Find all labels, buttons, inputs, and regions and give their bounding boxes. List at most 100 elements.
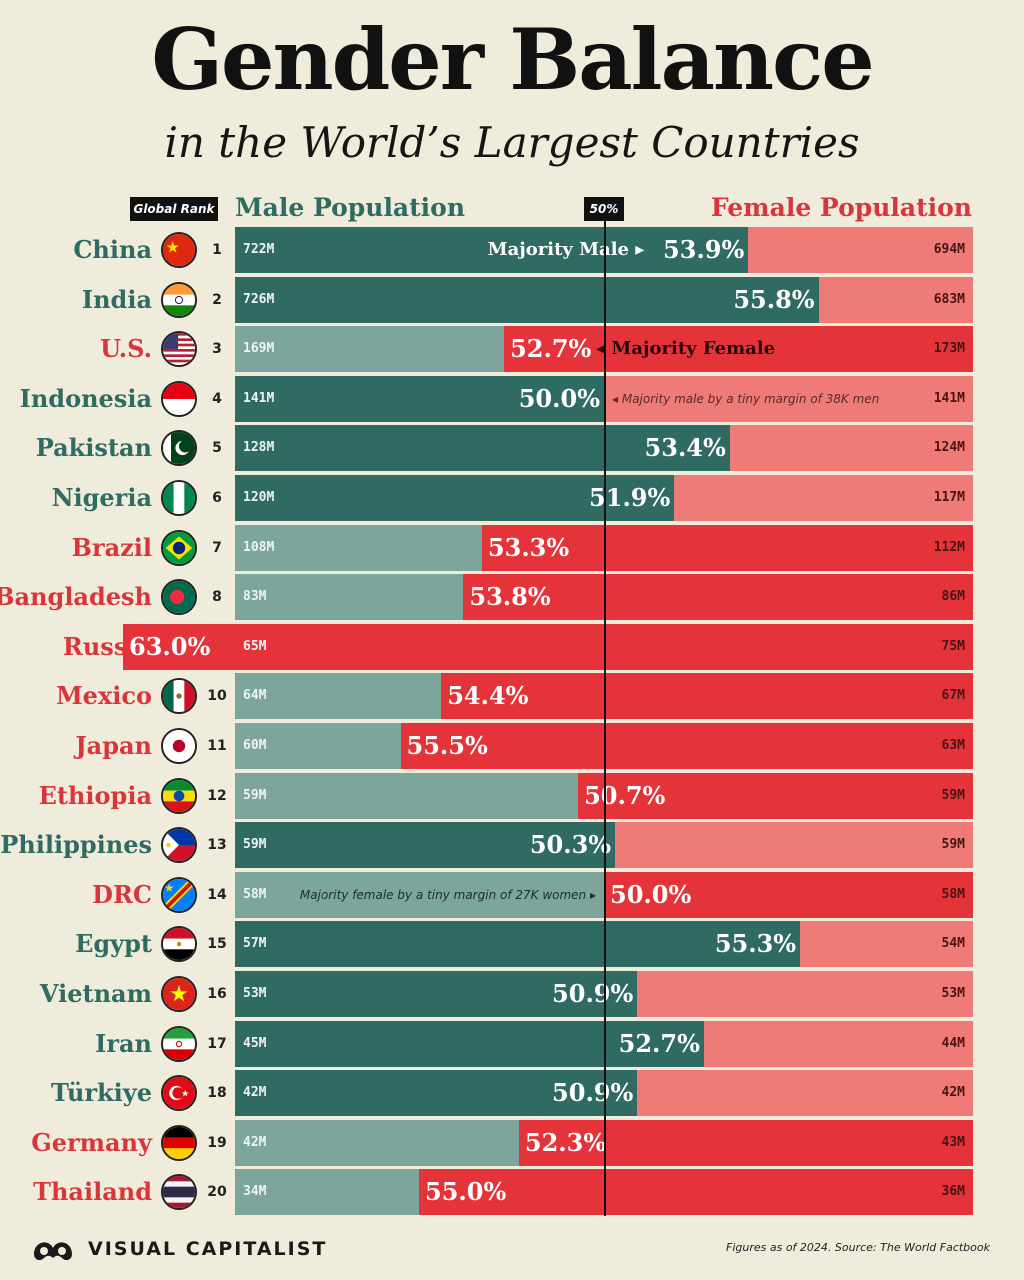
male-bar xyxy=(235,673,442,720)
majority-percentage: 52.3% xyxy=(524,1127,607,1157)
chart-row-3: U.S. 3 169M 173M 52.7% ◂ Majority Female xyxy=(0,326,1024,373)
country-name: Germany xyxy=(31,1127,152,1157)
majority-percentage: 51.9% xyxy=(589,483,671,512)
female-bar xyxy=(800,921,973,968)
chart-row-10: Mexico 10 64M 67M 54.4% xyxy=(0,673,1024,720)
majority-percentage: 55.5% xyxy=(406,731,488,760)
thailand-flag-icon xyxy=(161,1174,197,1211)
male-population-value: 169M xyxy=(243,341,275,357)
philippines-flag-icon xyxy=(161,827,197,864)
female-population-value: 117M xyxy=(933,490,965,505)
male-population-value: 60M xyxy=(243,738,267,753)
male-bar xyxy=(235,475,675,521)
chart-row-14: DRC 14 58M 58M 50.0% Majority female by a tin… xyxy=(0,871,1024,918)
male-bar xyxy=(235,1070,638,1117)
visual-capitalist-logo-icon xyxy=(34,1242,72,1261)
male-population-value: 34M xyxy=(243,1184,267,1200)
male-population-value: 722M xyxy=(243,242,275,257)
male-population-value: 120M xyxy=(243,490,275,505)
female-bar xyxy=(441,673,973,720)
row-annotation: ◂ Majority male by a tiny margin of 38K … xyxy=(612,391,880,406)
china-flag-icon xyxy=(161,232,197,268)
female-population-value: 86M xyxy=(941,589,965,605)
female-population-value: 58M xyxy=(941,886,965,902)
indonesia-flag-icon xyxy=(161,380,197,417)
chart-row-8: Bangladesh 8 83M 86M 53.8% xyxy=(0,574,1024,621)
country-name: Pakistan xyxy=(35,433,152,463)
global-rank: 20 xyxy=(207,1184,227,1201)
global-rank-label: Global Rank xyxy=(130,197,218,221)
majority-percentage: 50.0% xyxy=(518,383,600,413)
female-bar xyxy=(518,1119,973,1166)
female-population-value: 36M xyxy=(941,1184,965,1200)
male-population-value: 59M xyxy=(243,837,267,853)
female-bar xyxy=(637,971,973,1017)
female-bar xyxy=(400,723,973,769)
female-population-value: 59M xyxy=(941,787,965,803)
majority-percentage: 55.3% xyxy=(714,929,797,959)
fifty-percent-line xyxy=(604,220,606,1216)
egypt-flag-icon xyxy=(161,926,197,963)
female-bar xyxy=(729,425,973,472)
majority-percentage: 50.9% xyxy=(552,979,634,1008)
country-name: Mexico xyxy=(56,681,152,711)
female-bar xyxy=(818,276,973,323)
page-title: Gender Balance xyxy=(151,10,874,109)
brazil-flag-icon xyxy=(161,529,197,566)
chart-row-5: Pakistan 5 128M 124M 53.4% xyxy=(0,425,1024,472)
country-name: India xyxy=(81,284,152,314)
male-bar xyxy=(235,1169,419,1216)
country-name: Thailand xyxy=(33,1177,152,1207)
male-population-value: 64M xyxy=(243,688,267,704)
male-population-value: 58M xyxy=(243,886,267,902)
row-annotation: ◂ Majority Female xyxy=(596,338,776,360)
country-name: China xyxy=(73,235,152,264)
global-rank: 12 xyxy=(207,787,227,804)
turkiye-flag-icon xyxy=(161,1075,197,1112)
female-population-header: Female Population xyxy=(710,193,972,222)
female-bar xyxy=(674,475,973,521)
male-bar xyxy=(235,276,819,323)
source-note: Figures as of 2024. Source: The World Fa… xyxy=(726,1241,990,1254)
male-bar xyxy=(235,1119,519,1166)
chart-row-11: Japan 11 60M 63M 55.5% xyxy=(0,723,1024,769)
male-population-value: 42M xyxy=(243,1085,267,1101)
female-bar xyxy=(578,772,973,819)
female-bar xyxy=(748,227,973,273)
iran-flag-icon xyxy=(161,1025,197,1062)
female-population-value: 124M xyxy=(933,440,965,456)
majority-percentage: 52.7% xyxy=(618,1028,700,1058)
country-name: Vietnam xyxy=(39,979,152,1008)
chart-row-12: Ethiopia 12 59M 59M 50.7% xyxy=(0,772,1024,819)
pakistan-flag-icon xyxy=(161,430,197,467)
chart-row-18: Türkiye 18 42M 42M 50.9% xyxy=(0,1070,1024,1117)
female-population-value: 63M xyxy=(941,738,965,753)
male-population-value: 59M xyxy=(243,787,267,803)
male-population-value: 57M xyxy=(243,936,267,952)
country-name: Türkiye xyxy=(50,1078,152,1108)
male-population-value: 141M xyxy=(243,390,275,406)
female-population-value: 59M xyxy=(941,837,965,853)
us-flag-icon xyxy=(161,331,197,368)
majority-percentage: 63.0% xyxy=(129,631,211,661)
male-population-value: 108M xyxy=(243,539,275,555)
female-population-value: 54M xyxy=(941,936,965,952)
male-population-value: 42M xyxy=(243,1134,267,1150)
chart-row-9: Russia965M75M63.0% xyxy=(0,623,1024,670)
male-population-value: 65M xyxy=(243,638,267,654)
majority-percentage: 53.9% xyxy=(663,235,745,264)
male-bar xyxy=(235,425,730,472)
chart-row-13: Philippines 13 59M 59M 50.3% xyxy=(0,822,1024,869)
female-population-value: 44M xyxy=(941,1035,965,1051)
male-bar xyxy=(235,326,505,373)
female-bar xyxy=(481,524,973,571)
chart-row-4: Indonesia 4 141M 141M 50.0% ◂ Majority male b… xyxy=(0,375,1024,422)
global-rank: 4 xyxy=(212,390,222,407)
nigeria-flag-icon xyxy=(161,480,197,516)
majority-percentage: 53.8% xyxy=(469,582,551,612)
ethiopia-flag-icon xyxy=(161,777,197,814)
country-name: Philippines xyxy=(0,830,152,860)
female-population-value: 683M xyxy=(933,291,965,307)
global-rank: 6 xyxy=(212,490,222,506)
female-population-value: 43M xyxy=(941,1134,965,1150)
